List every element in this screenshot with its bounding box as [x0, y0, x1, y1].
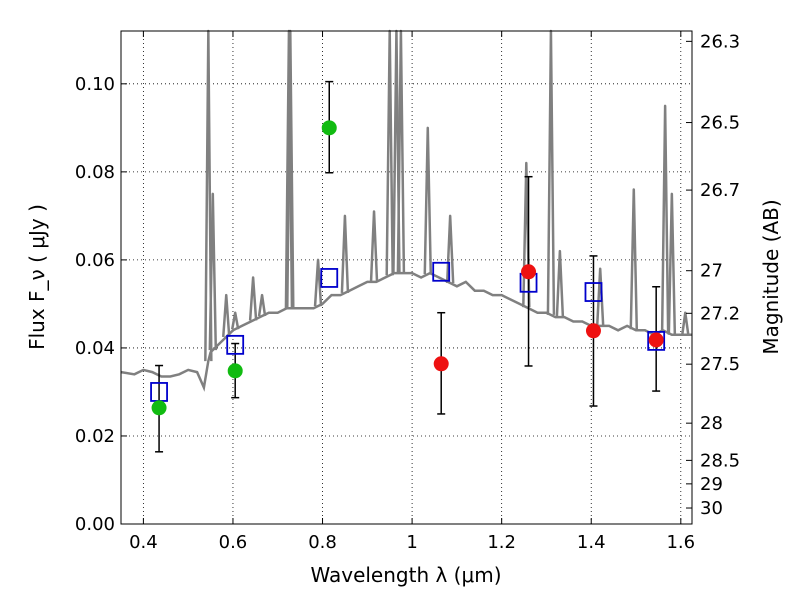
y2-axis-ticks: 26.3 26.5 26.7 27 27.2 27.5 28 28.5 29 30 — [686, 31, 740, 519]
y2-axis-label: Magnitude (AB) — [759, 199, 783, 354]
x-tick-label: 1 — [406, 532, 417, 553]
emission-line — [221, 293, 231, 338]
x-axis-label: Wavelength λ (μm) — [310, 563, 501, 587]
model-photometry-square — [584, 282, 603, 302]
observed-point — [433, 356, 449, 372]
y2-tick-label: 29 — [700, 474, 723, 495]
observed-point — [585, 323, 601, 339]
x-tick-label: 1.4 — [577, 532, 606, 553]
y-tick-label: 0.00 — [75, 514, 115, 535]
emission-line — [595, 267, 605, 326]
model-photometry-square — [226, 334, 245, 355]
emission-line — [230, 311, 240, 330]
y-axis-label: Flux F_ν ( μJy ) — [25, 204, 49, 350]
emission-line — [257, 293, 267, 317]
plot-background — [121, 31, 692, 524]
y-tick-label: 0.10 — [75, 74, 115, 95]
emission-line — [660, 104, 670, 332]
observed-point — [227, 363, 243, 379]
x-tick-label: 0.4 — [129, 532, 158, 553]
y-axis-ticks: 0.00 0.02 0.04 0.06 0.08 0.10 — [75, 74, 127, 535]
x-tick-label: 0.8 — [308, 532, 337, 553]
x-tick-label: 0.6 — [219, 532, 248, 553]
y-tick-label: 0.02 — [75, 426, 115, 447]
y2-tick-label: 26.5 — [700, 113, 740, 134]
y2-tick-label: 28.5 — [700, 450, 740, 471]
model-photometry-square — [432, 261, 451, 282]
y2-tick-label: 27 — [700, 261, 723, 282]
y2-tick-label: 30 — [700, 498, 723, 519]
emission-line — [667, 192, 677, 335]
emission-line — [208, 192, 218, 351]
emission-line — [555, 249, 565, 318]
y2-tick-label: 27.2 — [700, 303, 740, 324]
emission-line — [445, 214, 455, 284]
emission-line — [248, 276, 258, 321]
spectrum-continuum — [120, 271, 692, 392]
observed-point — [648, 332, 664, 348]
observed-point — [151, 400, 167, 416]
plot-frame — [120, 30, 693, 525]
markers — [150, 120, 666, 416]
x-tick-label: 1.2 — [487, 532, 516, 553]
y-tick-label: 0.08 — [75, 162, 115, 183]
y-tick-label: 0.06 — [75, 250, 115, 271]
observed-point — [321, 120, 337, 136]
emission-line — [313, 258, 323, 307]
y2-tick-label: 26.7 — [700, 180, 740, 201]
y-tick-label: 0.04 — [75, 338, 115, 359]
emission-line — [629, 188, 639, 330]
model-photometry-square — [320, 268, 339, 288]
emission-line — [369, 210, 379, 282]
x-axis-ticks: 0.4 0.6 0.8 1 1.2 1.4 1.6 — [129, 31, 695, 553]
model-photometry-square — [647, 330, 666, 351]
observed-point — [521, 264, 537, 280]
emission-line — [681, 311, 690, 335]
y2-tick-label: 28 — [700, 413, 723, 434]
x-tick-label: 1.6 — [666, 532, 695, 553]
emission-line — [340, 214, 350, 293]
y2-tick-label: 26.3 — [700, 31, 740, 52]
emission-line — [423, 126, 433, 275]
y2-tick-label: 27.5 — [700, 354, 740, 375]
